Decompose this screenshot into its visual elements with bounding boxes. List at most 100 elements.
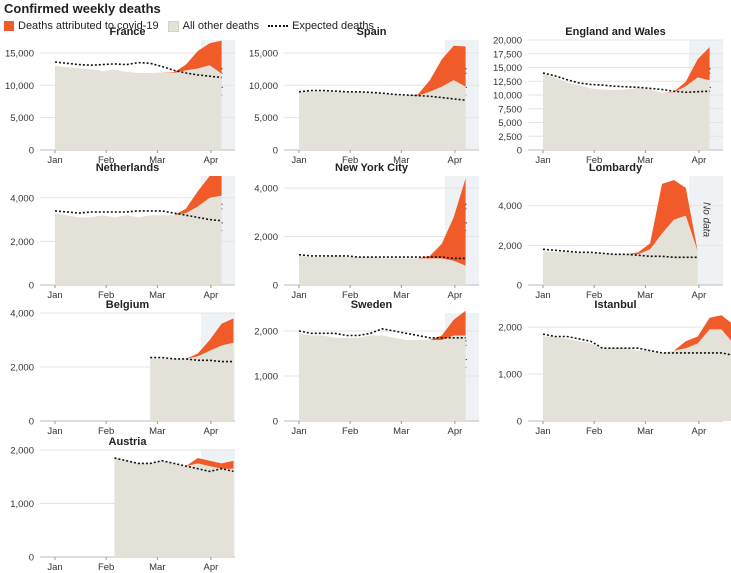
legend-swatch-other	[167, 20, 179, 32]
chart-istanbul: Istanbul 0 1,000 2,000 Jan Feb Mar Apr	[498, 299, 731, 437]
x-tick-label: Mar	[393, 290, 409, 301]
y-tick-label: 5,000	[10, 113, 34, 124]
covid-deaths-area	[114, 458, 234, 469]
legend-item-covid: Deaths attributed to covid-19	[4, 20, 159, 32]
x-tick-label: Mar	[149, 155, 165, 166]
x-tick-label: Jan	[291, 155, 306, 166]
other-deaths-area	[299, 255, 466, 285]
chart-title: Belgium	[106, 299, 150, 311]
other-deaths-area	[299, 80, 466, 150]
legend: Deaths attributed to covid-19 All other …	[4, 20, 383, 32]
other-deaths-area	[543, 215, 698, 285]
y-tick-label: 4,000	[498, 201, 522, 212]
y-tick-label: 15,000	[249, 48, 278, 59]
other-deaths-area	[543, 74, 710, 150]
x-tick-label: Feb	[342, 155, 358, 166]
chart-title: Istanbul	[594, 299, 636, 311]
x-tick-label: Mar	[149, 562, 165, 573]
chart-france: FranceNo data05,00010,00015,000JanFebMar…	[5, 26, 235, 166]
x-tick-label: Feb	[586, 290, 602, 301]
chart-title: Austria	[109, 436, 148, 448]
y-tick-label: 4,000	[10, 309, 34, 320]
y-tick-label: 15,000	[5, 48, 34, 59]
x-tick-label: Apr	[203, 426, 218, 437]
expected-deaths-line	[542, 72, 710, 94]
x-tick-label: Jan	[291, 426, 306, 437]
x-tick-label: Apr	[691, 290, 706, 301]
other-deaths-area	[150, 342, 234, 421]
x-tick-label: Mar	[393, 155, 409, 166]
other-deaths-area	[299, 333, 466, 421]
x-tick-label: Mar	[149, 290, 165, 301]
x-tick-label: Apr	[691, 426, 706, 437]
x-tick-label: Jan	[47, 155, 62, 166]
x-tick-label: Apr	[691, 155, 706, 166]
no-data-label: No data	[700, 202, 711, 237]
x-tick-label: Feb	[98, 290, 114, 301]
y-tick-label: 10,000	[249, 81, 278, 92]
y-tick-label: 15,000	[493, 63, 522, 74]
x-tick-label: Feb	[586, 426, 602, 437]
y-tick-label: 4,000	[254, 184, 278, 195]
x-tick-label: Feb	[342, 426, 358, 437]
y-tick-label: 5,000	[498, 118, 522, 129]
y-tick-label: 5,000	[254, 113, 278, 124]
y-tick-label: 12,500	[493, 77, 522, 88]
y-tick-label: 2,000	[10, 237, 34, 248]
y-tick-label: 4,000	[10, 193, 34, 204]
expected-deaths-line	[54, 61, 222, 79]
legend-item-expected: Expected deaths	[268, 20, 374, 32]
legend-swatch-covid	[4, 21, 14, 31]
x-tick-label: Apr	[203, 290, 218, 301]
x-tick-label: Mar	[149, 426, 165, 437]
y-tick-label: 2,000	[498, 323, 522, 334]
x-tick-label: Feb	[98, 562, 114, 573]
legend-label-other: All other deaths	[182, 20, 260, 32]
y-tick-label: 2,000	[10, 363, 34, 374]
other-deaths-area	[55, 195, 222, 285]
legend-label-covid: Deaths attributed to covid-19	[18, 20, 159, 32]
covid-deaths-area	[543, 180, 698, 255]
x-tick-label: Apr	[203, 155, 218, 166]
covid-deaths-area	[150, 318, 234, 359]
expected-deaths-line	[542, 248, 698, 259]
other-deaths-area	[543, 329, 731, 421]
covid-deaths-area	[299, 178, 466, 266]
x-tick-label: Jan	[535, 426, 550, 437]
chart-title: England and Wales	[565, 26, 665, 38]
x-tick-label: Jan	[291, 290, 306, 301]
x-tick-label: Mar	[637, 426, 653, 437]
expected-deaths-line	[298, 327, 466, 339]
x-tick-label: Feb	[98, 426, 114, 437]
x-tick-label: Feb	[586, 155, 602, 166]
y-tick-label: 0	[29, 553, 34, 564]
y-tick-label: 17,500	[493, 49, 522, 60]
x-tick-label: Apr	[447, 155, 462, 166]
chart-england-and-wales: England and WalesNo data02,5005,0007,500…	[493, 26, 723, 166]
x-tick-label: Jan	[535, 290, 550, 301]
y-tick-label: 0	[517, 281, 522, 292]
y-tick-label: 0	[29, 146, 34, 157]
covid-deaths-area	[543, 315, 731, 353]
expected-deaths-line	[150, 356, 234, 363]
chart-title: Spain	[357, 26, 387, 38]
y-tick-label: 1,000	[10, 499, 34, 510]
chart-title: New York City	[335, 162, 409, 174]
chart-title: Netherlands	[96, 162, 160, 174]
y-tick-label: 0	[273, 281, 278, 292]
x-tick-label: Feb	[98, 155, 114, 166]
y-tick-label: 1,000	[254, 372, 278, 383]
y-tick-label: 0	[29, 281, 34, 292]
y-tick-label: 0	[273, 417, 278, 428]
legend-label-expected: Expected deaths	[292, 20, 375, 32]
legend-swatch-expected	[268, 25, 289, 27]
y-tick-label: 1,000	[498, 370, 522, 381]
chart-netherlands: NetherlandsNo data02,0004,000JanFebMarAp…	[10, 162, 235, 301]
y-tick-label: 2,500	[498, 132, 522, 143]
chart-spain: SpainNo data05,00010,00015,000JanFebMarA…	[249, 26, 479, 166]
chart-lombardy: Lombardy No data 0 2,000 4,000 Jan Feb Mar Apr	[498, 162, 723, 301]
x-tick-label: Jan	[47, 426, 62, 437]
x-tick-label: Mar	[637, 155, 653, 166]
